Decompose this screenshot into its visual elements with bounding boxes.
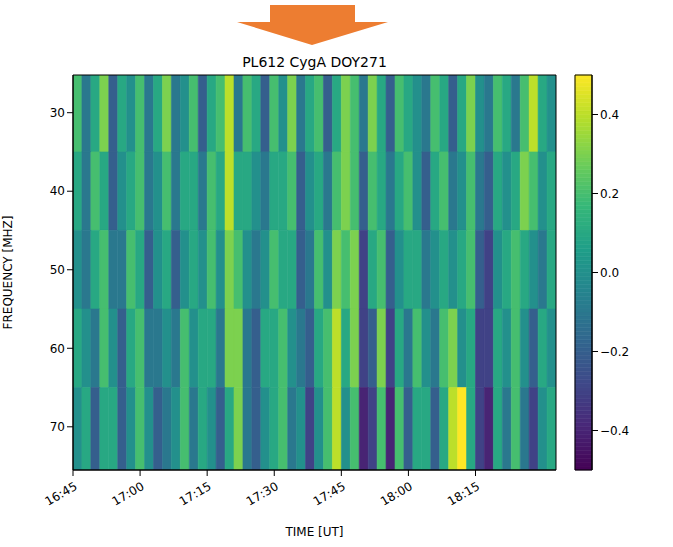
svg-text:17:30: 17:30: [244, 479, 281, 508]
svg-text:FREQUENCY [MHZ]: FREQUENCY [MHZ]: [1, 216, 15, 330]
svg-text:0.4: 0.4: [600, 108, 619, 122]
html-text:PL612 CygA DOY271: PL612 CygA DOY271: [242, 54, 387, 70]
svg-text:17:00: 17:00: [110, 479, 147, 508]
svg-text:−0.2: −0.2: [600, 345, 629, 359]
svg-text:0.2: 0.2: [600, 187, 619, 201]
svg-text:30: 30: [50, 106, 65, 120]
svg-text:18:00: 18:00: [378, 479, 415, 508]
svg-text:40: 40: [50, 184, 65, 198]
svg-text:18:15: 18:15: [445, 479, 482, 508]
svg-text:17:45: 17:45: [311, 479, 348, 508]
svg-text:16:45: 16:45: [43, 479, 80, 508]
svg-text:17:15: 17:15: [177, 479, 214, 508]
svg-text:70: 70: [50, 420, 65, 434]
svg-text:TIME [UT]: TIME [UT]: [284, 525, 343, 539]
svg-text:0.0: 0.0: [600, 266, 619, 280]
svg-text:50: 50: [50, 263, 65, 277]
svg-text:−0.4: −0.4: [600, 424, 629, 438]
svg-text:60: 60: [50, 342, 65, 356]
